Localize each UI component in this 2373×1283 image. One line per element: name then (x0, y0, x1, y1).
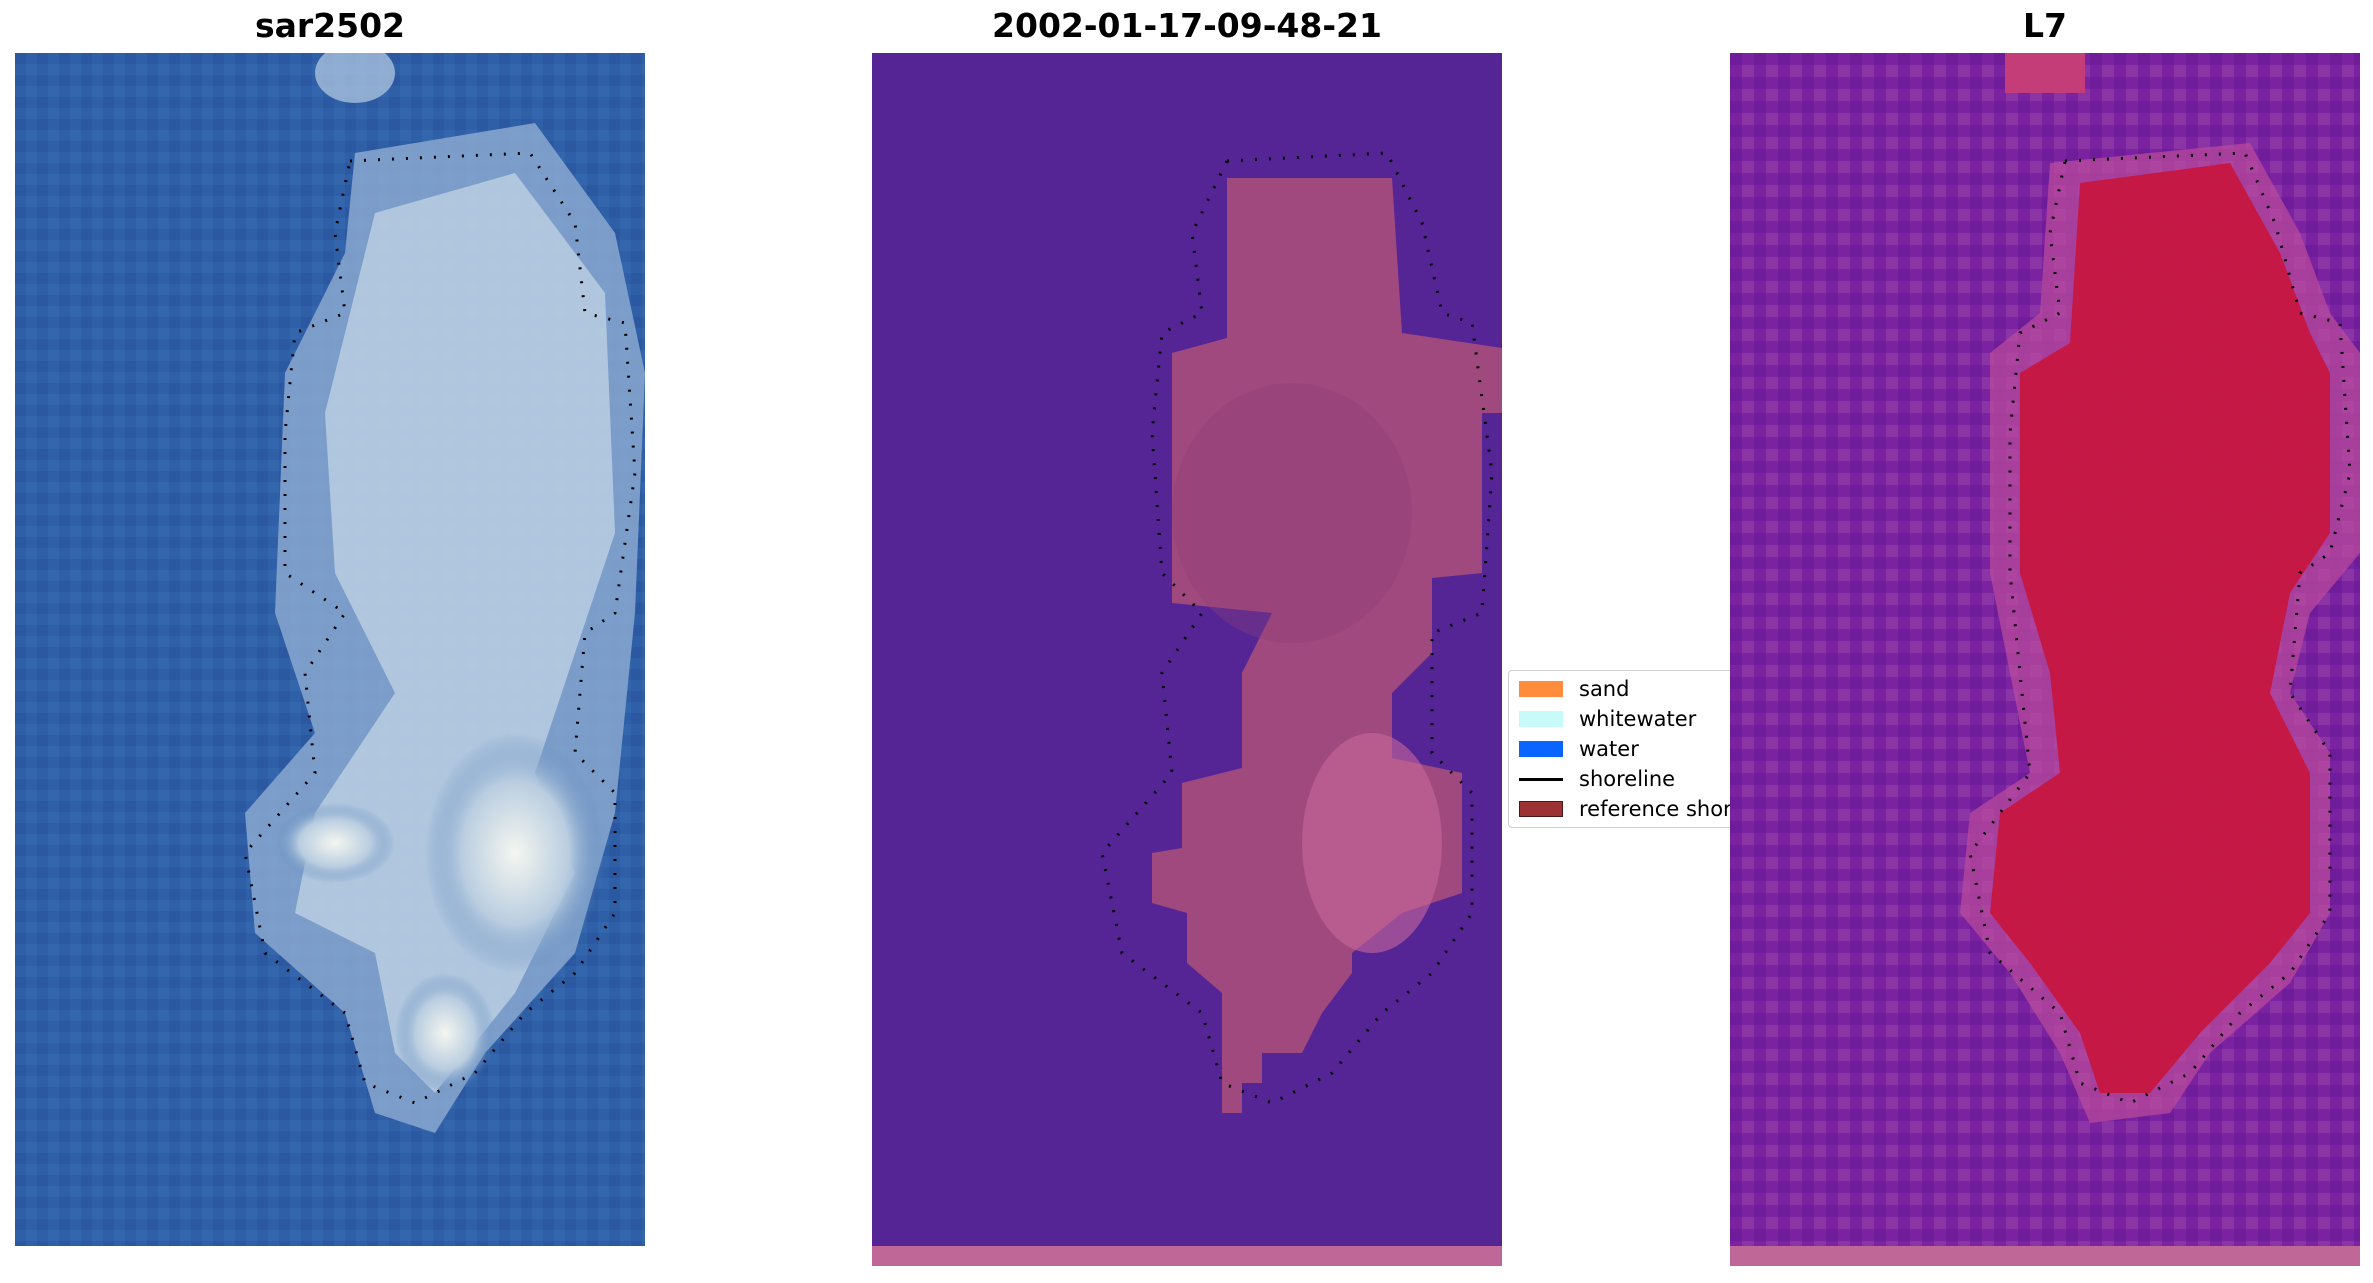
legend-swatch-whitewater (1519, 711, 1563, 727)
bottom-strip-3 (1730, 1246, 2360, 1266)
panel-title-1: sar2502 (254, 6, 406, 45)
legend-line-shoreline (1519, 777, 1563, 781)
index-image (1730, 53, 2360, 1246)
satellite-rgb-image (15, 53, 645, 1246)
classified-image (872, 53, 1502, 1246)
legend-label: whitewater (1579, 707, 1697, 731)
legend-label: reference shoreline (1579, 797, 1747, 821)
legend-item-sand: sand (1519, 674, 1629, 704)
panel-title-2: 2002-01-17-09-48-21 (992, 6, 1382, 45)
panel-title-3: L7 (2023, 6, 2067, 45)
legend: sand whitewater water shoreline referenc… (1508, 670, 1748, 828)
legend-swatch-reference-shoreline (1519, 801, 1563, 817)
legend-item-reference-shoreline: reference shoreline (1519, 794, 1747, 824)
legend-label: sand (1579, 677, 1630, 701)
legend-swatch-sand (1519, 681, 1563, 697)
legend-label: shoreline (1579, 767, 1676, 791)
bottom-strip-2 (872, 1246, 1502, 1266)
legend-item-shoreline: shoreline (1519, 764, 1675, 794)
legend-swatch-water (1519, 741, 1563, 757)
legend-item-whitewater: whitewater (1519, 704, 1696, 734)
legend-item-water: water (1519, 734, 1639, 764)
legend-label: water (1579, 737, 1639, 761)
